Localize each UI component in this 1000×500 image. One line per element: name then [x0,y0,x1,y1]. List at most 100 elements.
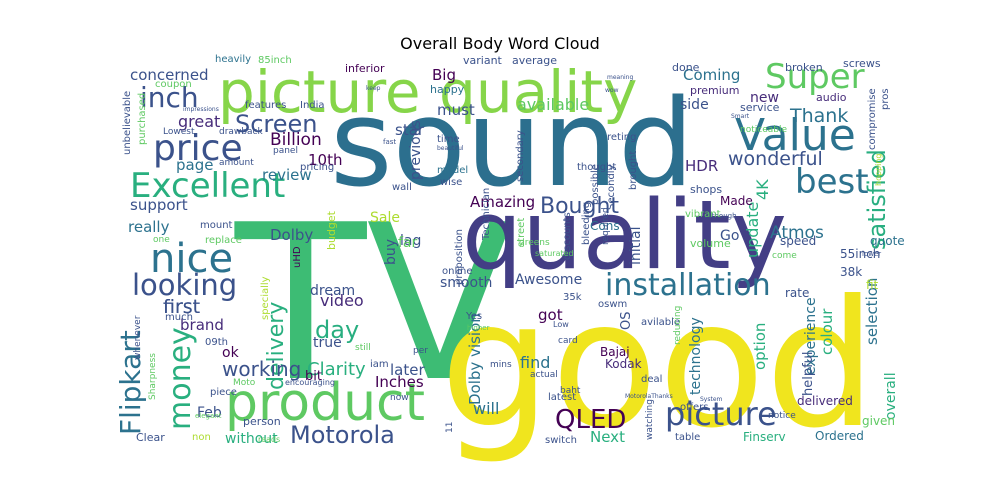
word-screws: screws [843,57,881,70]
word-09th: 09th [205,337,228,348]
word-screen: Screen [235,110,318,138]
word-inferior: inferior [345,62,385,75]
word-time: time [437,134,460,145]
word-dream: dream [310,283,355,299]
word-noticeable: noticeable [740,125,787,135]
word-required: required [601,207,611,245]
word-later: later [390,361,425,379]
word-variant: variant [463,54,503,67]
word-impressions: impressions [183,106,219,113]
word-secondary: secondary [515,130,526,182]
word-lag: lag [400,233,421,249]
word-much: much [165,312,193,323]
word-hdr: HDR [685,157,718,175]
word-mount: mount [200,220,233,231]
word-mins: mins [490,360,512,370]
word-os: OS [619,312,634,330]
word-flipkart: Flipkart [114,330,147,435]
word-10th: 10th [308,151,342,169]
word-next: Next [590,428,625,446]
word-vibrant: vibrant [685,209,721,220]
word-bleeding: bleeding [581,202,592,245]
word-delivered: delivered [797,394,853,408]
word-per: per [413,346,428,356]
word-bought: Bought [540,194,619,219]
word-coupon: coupon [155,79,192,90]
word-hopping: hopping [874,154,883,187]
word-review: review [262,166,312,184]
word-deal: deal [641,374,662,385]
word-smooth: smooth [440,275,492,291]
word-brand: brand [180,316,224,334]
word-buy: buy [383,239,399,265]
word-pricing: pricing [300,162,334,173]
word-initial: initial [628,227,644,266]
word-cons: Cons [590,219,620,233]
word-replace: replace [205,235,242,246]
word-india: India [300,100,325,111]
word-billion: Billion [270,130,322,150]
word-proposition: proposition [454,229,465,285]
word-looking: looking [132,268,237,302]
word-service: service [740,101,780,114]
word-inch: inch [140,81,199,114]
word-heavily: heavily [215,54,251,65]
word-wonderful: wonderful [728,148,823,170]
word-35k: 35k [563,292,582,303]
word-bit: bit [305,369,322,384]
word-reads: reads [258,435,280,444]
word-clarity: Clarity [307,359,366,380]
word-watching: watching [645,399,655,440]
word-delivery: delivery [264,302,289,390]
word-value: Value [735,110,856,161]
word-installation: installation [605,268,771,303]
word-beautiful: beautiful [437,145,464,152]
word-38k: 38k [840,265,862,279]
word-clear: Clear [136,431,165,444]
word-video: video [320,291,364,310]
word-feb: Feb [197,405,222,421]
word-encouraging: encouraging [285,378,335,387]
word-product: product [225,373,425,433]
word-qled: QLED [555,405,626,435]
word-far: far [398,235,418,251]
word-85inch: 85inch [258,55,292,66]
word-price: price [153,128,243,169]
word-one: one [153,235,170,245]
word-non: non [192,432,211,443]
word-motorola: Motorola [290,421,395,449]
word-avilable: avilable [641,317,680,328]
word-done: done [672,61,700,74]
word-dolby-vision: Dolby vision [466,313,484,405]
word-fit: fit [866,278,879,292]
word-meaning: meaning [607,74,633,81]
word-must: must [437,101,475,119]
word-previous: previous [408,120,424,180]
word-smart: Smart [731,113,750,120]
word-sound: sound [330,75,694,214]
word-quote: quote [870,234,905,248]
word-broken: broken [785,61,823,74]
word-ordered: Ordered [815,429,864,443]
word-still: still [355,343,371,353]
word-coming: Coming [683,66,740,84]
word-unbelievable: unbelievable [122,91,133,155]
word-experience: experience [803,297,819,375]
word-concerned: concerned [130,66,209,84]
word-speed: speed [780,234,816,248]
word-yes: Yes [465,311,482,322]
word-good: good [440,264,876,467]
word-panel: panel [273,146,298,156]
word-street: street [516,218,527,247]
word-4k: 4K [753,179,772,200]
word-shops: shops [690,183,722,196]
word-quality: quality [462,181,787,291]
word-sharpness: Sharpness [148,353,158,400]
word-latest: latest [548,392,576,403]
word-atmos: Atmos [770,223,824,243]
word-wise: wise [440,177,462,188]
word-star: star [395,121,425,139]
word-kodak: Kodak [605,357,642,371]
word-technician: Technician [481,188,492,241]
word-55inch: 55inch [840,247,880,261]
